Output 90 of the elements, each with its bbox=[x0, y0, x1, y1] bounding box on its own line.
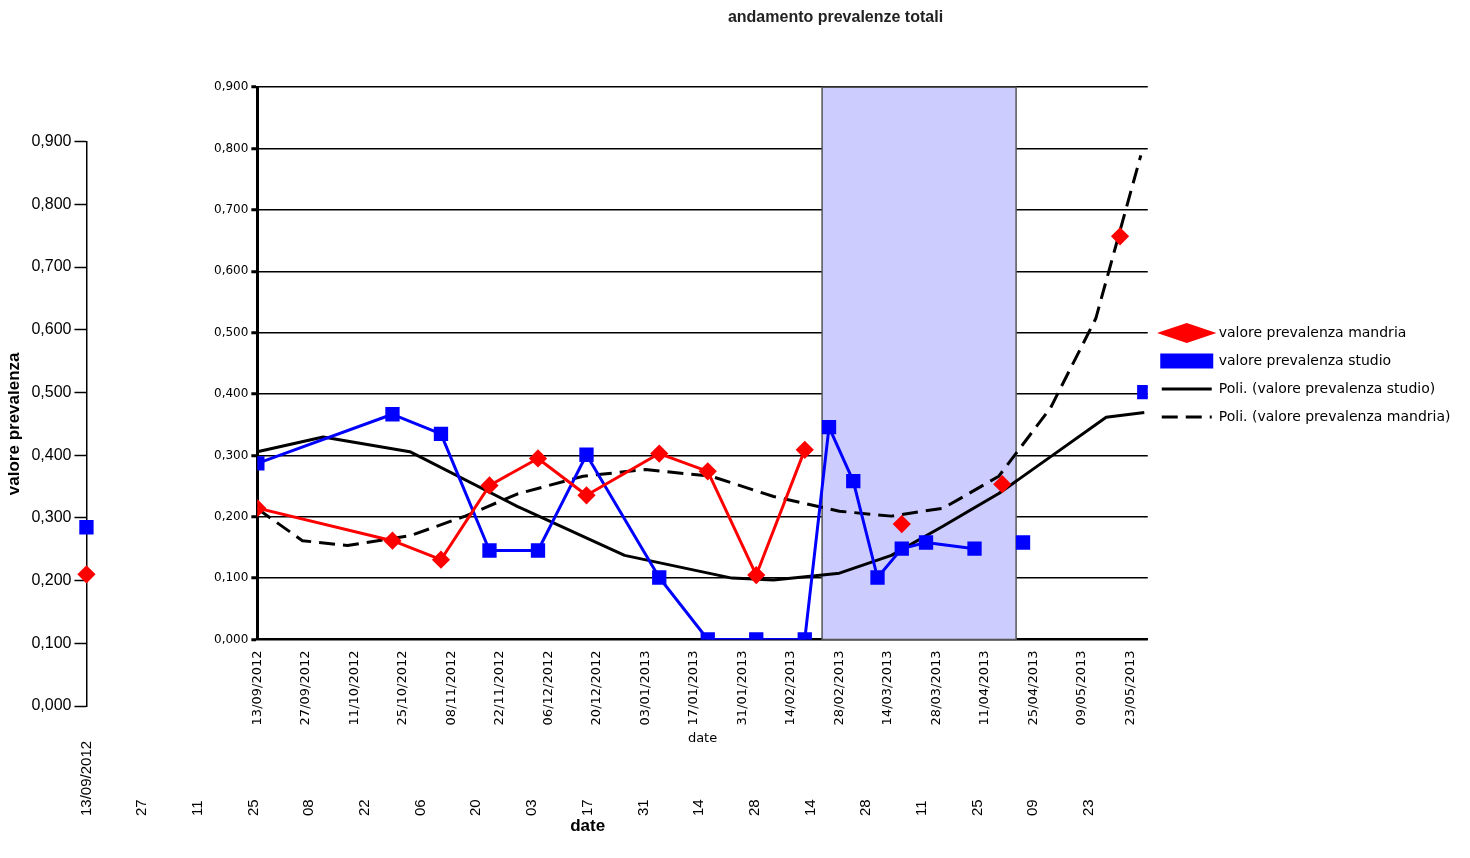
y-tick-label: 0,200 bbox=[31, 570, 72, 588]
x-tick-label: 11 bbox=[187, 800, 205, 816]
x-tick-label: 09/05/2013 bbox=[1073, 650, 1089, 726]
point bbox=[747, 566, 765, 584]
point bbox=[846, 474, 861, 489]
x-tick-label: 22/11/2012 bbox=[491, 650, 507, 726]
x-tick-label: 17 bbox=[577, 799, 595, 816]
legend-label: valore prevalenza studio bbox=[1218, 351, 1392, 368]
y-tick-label: 0,500 bbox=[31, 382, 72, 400]
point bbox=[650, 445, 668, 463]
y-tick-label: 0,800 bbox=[31, 194, 72, 212]
x-tick-label: 25 bbox=[243, 799, 261, 816]
point bbox=[529, 449, 547, 467]
y-tick-label: 0,000 bbox=[213, 631, 249, 646]
x-tick-label: 06 bbox=[410, 799, 428, 816]
legend-label: valore prevalenza mandria bbox=[1218, 323, 1407, 340]
y-tick-label: 0,900 bbox=[213, 79, 249, 94]
point bbox=[967, 541, 982, 556]
point bbox=[893, 515, 911, 533]
y-tick-label: 0,200 bbox=[213, 508, 249, 523]
x-tick-label: 20/12/2012 bbox=[588, 650, 604, 726]
y-tick-label: 0,400 bbox=[31, 445, 72, 463]
x-tick-label: 25 bbox=[967, 799, 985, 816]
x-tick-label: 13/09/2012 bbox=[248, 650, 264, 726]
legend-label: Poli. (valore prevalenza studio) bbox=[1218, 379, 1436, 396]
point bbox=[870, 570, 885, 585]
y-tick-label: 0,000 bbox=[31, 696, 72, 714]
x-tick-label: 28 bbox=[856, 799, 874, 816]
point bbox=[894, 541, 909, 556]
x-tick-label: 28/03/2013 bbox=[927, 650, 943, 726]
x-tick-label: 31 bbox=[633, 799, 651, 816]
y-tick-label: 0,100 bbox=[31, 633, 72, 651]
y-tick-label: 0,700 bbox=[31, 257, 72, 275]
point bbox=[383, 532, 401, 550]
x-tick-label: 08/11/2012 bbox=[442, 650, 458, 726]
point bbox=[821, 420, 837, 435]
point bbox=[482, 543, 497, 558]
x-tick-label: 14/03/2013 bbox=[879, 650, 895, 726]
x-tick-label: 27/09/2012 bbox=[297, 650, 313, 726]
y-tick-label: 0,800 bbox=[213, 140, 249, 155]
x-tick-label: 03 bbox=[522, 799, 540, 816]
point bbox=[480, 476, 498, 494]
x-tick-label: 25/10/2012 bbox=[394, 650, 410, 726]
point bbox=[796, 441, 814, 459]
x-axis-title: date bbox=[570, 816, 606, 836]
y-tick-label: 0,600 bbox=[31, 320, 72, 338]
y-tick-label: 0,100 bbox=[213, 570, 249, 585]
legend-label: Poli. (valore prevalenza mandria) bbox=[1218, 407, 1451, 424]
y-tick-label: 0,400 bbox=[213, 386, 249, 401]
x-tick-label: 28/02/2013 bbox=[830, 650, 846, 726]
x-tick-label: 14 bbox=[689, 799, 707, 816]
point bbox=[385, 407, 400, 422]
y-tick-label: 0,600 bbox=[213, 263, 249, 278]
x-tick-label: 14/02/2013 bbox=[782, 650, 798, 726]
x-tick-label: 22 bbox=[355, 799, 373, 816]
point bbox=[1111, 227, 1129, 245]
x-tick-label: 08 bbox=[299, 799, 317, 816]
x-tick-label: 20 bbox=[466, 799, 484, 816]
x-tick-label: 23/05/2013 bbox=[1121, 650, 1137, 726]
point bbox=[993, 475, 1011, 493]
x-tick-label: 27 bbox=[132, 799, 150, 816]
x-tick-label: 14 bbox=[800, 799, 818, 816]
point bbox=[699, 462, 717, 480]
y-tick-label: 0,300 bbox=[31, 508, 72, 526]
x-tick-label: 28 bbox=[744, 799, 762, 816]
point bbox=[579, 447, 594, 462]
x-tick-label: 09 bbox=[1023, 799, 1041, 816]
point bbox=[432, 551, 450, 569]
x-tick-label: 17/01/2013 bbox=[685, 650, 701, 726]
x-tick-label: 03/01/2013 bbox=[636, 650, 652, 726]
x-tick-label: 11/10/2012 bbox=[345, 650, 361, 726]
y-tick-label: 0,300 bbox=[213, 447, 249, 462]
point bbox=[652, 570, 667, 585]
x-axis-title: date bbox=[687, 729, 718, 745]
point bbox=[530, 543, 546, 558]
point bbox=[1015, 535, 1031, 550]
y-tick-label: 0,700 bbox=[213, 202, 249, 217]
point bbox=[577, 486, 595, 504]
y-tick-label: 0,500 bbox=[213, 324, 249, 339]
chart-title: andamento prevalenze totali bbox=[727, 8, 944, 26]
x-tick-label: 06/12/2012 bbox=[539, 650, 555, 726]
x-tick-label: 11 bbox=[912, 800, 930, 816]
point bbox=[918, 535, 934, 550]
x-tick-label: 13/09/2012 bbox=[76, 740, 94, 816]
y-tick-label: 0,900 bbox=[31, 132, 72, 150]
x-tick-label: 11/04/2013 bbox=[976, 650, 992, 726]
point bbox=[433, 426, 449, 442]
x-tick-label: 23 bbox=[1079, 799, 1097, 816]
x-tick-label: 25/04/2013 bbox=[1024, 650, 1040, 726]
x-tick-label: 31/01/2013 bbox=[733, 650, 749, 726]
